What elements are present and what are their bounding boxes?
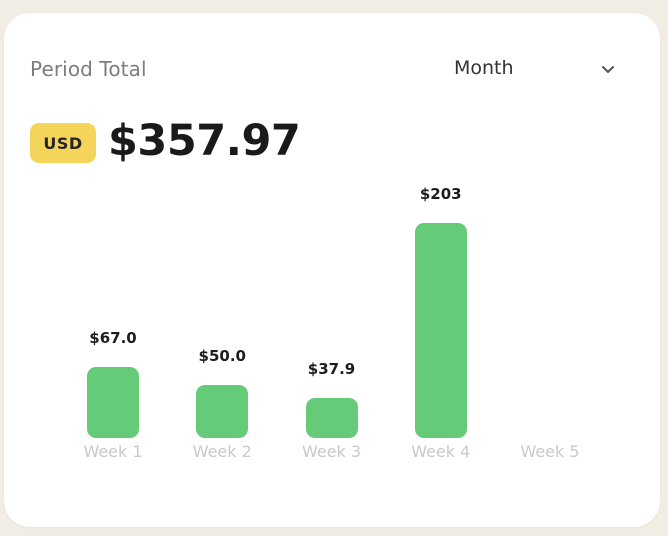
x-axis-label: Week 2 [192,442,252,461]
bar-value-label: $50.0 [198,347,246,366]
x-axis-label: Week 1 [83,442,143,461]
period-select[interactable]: Month [444,53,634,85]
bar-week-3[interactable] [305,397,358,438]
weekly-bar-chart: $67.0 Week 1 $50.0 Week 2 $37.9 Week 3 $203 Wee… [4,13,660,527]
bar-week-4[interactable] [414,223,467,438]
bar-week-2[interactable] [196,385,249,438]
bar-value-label: $67.0 [89,329,137,348]
bar-value-label: $203 [419,185,462,203]
period-total-card: Period Total Month USD $357.97 $67.0 Week… [4,13,660,527]
currency-badge: USD [30,123,96,163]
period-total-label: Period Total [30,57,147,81]
bar-week-1[interactable] [87,367,139,438]
x-axis-label: Week 3 [301,442,362,461]
chevron-down-icon [602,66,614,73]
period-total-amount: $357.97 [108,116,301,166]
period-select-value: Month [454,57,514,79]
x-axis-label: Week 4 [411,442,471,461]
bar-value-label: $37.9 [307,359,356,378]
x-axis-label: Week 5 [520,442,580,461]
